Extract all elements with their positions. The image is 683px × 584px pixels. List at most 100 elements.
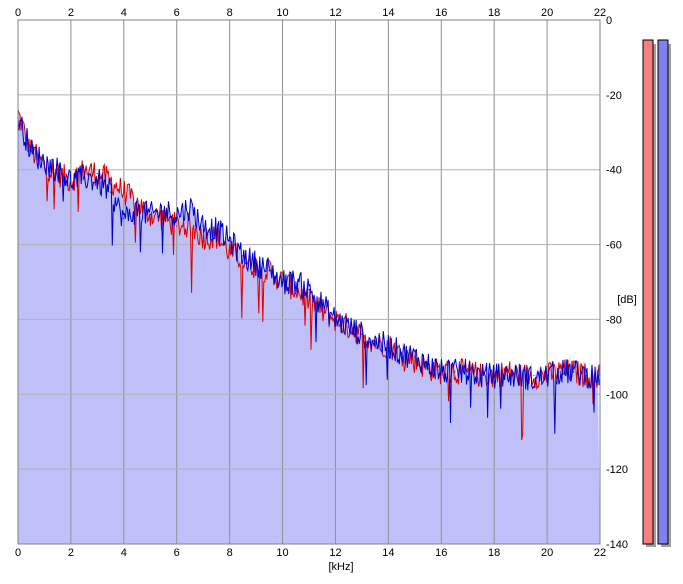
series-1-point — [215, 229, 218, 231]
series-1-point — [440, 371, 442, 373]
series-0-point — [308, 300, 310, 302]
series-1-point — [453, 371, 456, 373]
series-1-point — [123, 217, 125, 219]
x-tick-label-bottom: 12 — [329, 547, 341, 559]
x-axis-label: [kHz] — [328, 561, 353, 573]
series-1-point — [176, 214, 178, 216]
series-1-point — [295, 281, 297, 283]
series-1-point — [57, 169, 59, 171]
x-tick-label-bottom: 20 — [541, 547, 553, 559]
data-points — [17, 112, 601, 380]
x-tick-label-top: 12 — [329, 7, 341, 19]
series-0-point — [255, 266, 257, 268]
x-tick-label-bottom: 4 — [121, 547, 127, 559]
x-tick-label-top: 8 — [227, 7, 233, 19]
series-0-point — [414, 360, 416, 362]
x-tick-label-top: 0 — [15, 7, 21, 19]
x-axis-bottom: 0 2 4 6 8 10 12 14 16 18 20 22 — [15, 547, 606, 559]
series-1-point — [559, 371, 561, 373]
series-1-point — [480, 374, 482, 377]
series-1-point — [43, 161, 46, 163]
series-1-point — [400, 352, 403, 354]
series-1-point — [414, 356, 416, 358]
series-0-point — [96, 172, 98, 175]
series-0-point — [109, 180, 112, 182]
x-tick-label-top: 10 — [276, 7, 288, 19]
series-1-point — [268, 270, 270, 272]
series-1-point — [321, 303, 323, 306]
series-1-point — [493, 374, 495, 377]
series-1-point — [255, 262, 257, 264]
series-0-point — [162, 217, 165, 219]
x-tick-label-bottom: 6 — [174, 547, 180, 559]
level-meter-bar — [657, 39, 669, 545]
y-tick-label: -80 — [606, 314, 622, 326]
x-tick-label-bottom: 2 — [68, 547, 74, 559]
level-meters — [642, 39, 671, 547]
series-1-point — [467, 371, 469, 373]
series-1-point — [149, 214, 151, 216]
series-1-point — [533, 378, 535, 380]
series-0-point — [202, 236, 204, 238]
x-tick-label-bottom: 22 — [594, 547, 606, 559]
x-tick-label-bottom: 8 — [227, 547, 233, 559]
series-0-point — [506, 371, 509, 373]
series-0-point — [242, 258, 244, 261]
y-tick-label: -40 — [606, 165, 622, 177]
series-0-point — [136, 202, 138, 204]
y-tick-label: -60 — [606, 240, 622, 252]
y-tick-label: -100 — [606, 389, 628, 401]
plot-frame — [17, 19, 601, 545]
x-axis-top: 0 2 4 6 8 10 12 14 16 18 20 22 — [15, 7, 606, 19]
series-0-point — [215, 236, 218, 238]
series-1-point — [546, 374, 548, 377]
series-0-point — [321, 311, 323, 313]
series-0-point — [83, 169, 85, 171]
x-tick-label-top: 6 — [174, 7, 180, 19]
series-0-point — [176, 225, 178, 227]
series-0-point — [189, 225, 191, 227]
series-1-point — [242, 255, 244, 257]
x-tick-label-top: 2 — [68, 7, 74, 19]
series-1-point — [348, 326, 350, 328]
x-tick-label-bottom: 14 — [382, 547, 394, 559]
series-1-point — [361, 333, 363, 335]
series-0-point — [427, 367, 429, 369]
series-1-point — [572, 371, 575, 373]
x-tick-label-top: 4 — [121, 7, 127, 19]
series-0-point — [533, 374, 535, 377]
x-tick-label-bottom: 10 — [276, 547, 288, 559]
y-axis-label: [dB] — [617, 294, 637, 306]
x-tick-label-top: 20 — [541, 7, 553, 19]
series-1-point — [109, 191, 112, 193]
series-1-point — [281, 281, 284, 283]
series-1-point — [374, 341, 376, 343]
series-1-point — [308, 288, 310, 291]
series-1-point — [96, 180, 98, 182]
x-tick-label-bottom: 16 — [435, 547, 447, 559]
series-line-red — [17, 109, 601, 441]
series-1-point — [30, 150, 32, 152]
series-1-point — [586, 374, 588, 377]
series-1-point — [427, 363, 429, 365]
y-axis-right: 0 -20 -40 -60 -80 -100 -120 -140 — [606, 15, 628, 551]
series-0-point — [229, 251, 231, 253]
series-1-point — [387, 345, 389, 347]
series-1-point — [334, 318, 337, 321]
y-tick-label: -20 — [606, 90, 622, 102]
series-1-point — [162, 210, 165, 212]
series-1-point — [189, 206, 191, 208]
y-tick-label: -120 — [606, 464, 628, 476]
x-tick-label-top: 18 — [488, 7, 500, 19]
series-0-point — [123, 191, 125, 193]
series-1-point — [136, 210, 138, 212]
x-tick-label-top: 14 — [382, 7, 394, 19]
series-1-point — [229, 240, 231, 242]
y-tick-label: 0 — [606, 15, 612, 27]
y-tick-label: -140 — [606, 539, 628, 551]
series-1-point — [506, 374, 509, 377]
series-1-point — [202, 225, 204, 227]
x-tick-label-bottom: 0 — [15, 547, 21, 559]
series-1-point — [70, 180, 72, 182]
